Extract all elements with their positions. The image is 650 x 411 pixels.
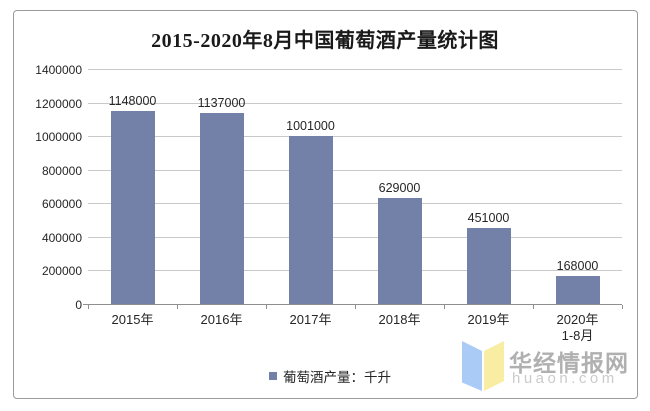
open-book-logo-icon <box>462 341 504 391</box>
y-tick-label: 800000 <box>41 163 82 178</box>
bar <box>110 111 155 304</box>
x-tick-label: 2016年 <box>200 312 243 327</box>
x-axis-tick <box>177 305 178 309</box>
x-axis-tick <box>444 305 445 309</box>
x-axis-line <box>83 304 622 305</box>
x-tick-label: 2017年 <box>289 312 332 327</box>
bar-value-label: 1148000 <box>108 94 157 109</box>
bar-value-label: 1137000 <box>197 96 246 111</box>
watermark-domain: huaon.com <box>512 370 618 387</box>
bar-value-label: 629000 <box>378 181 421 196</box>
y-tick-label: 1000000 <box>35 130 82 145</box>
bar-value-label: 451000 <box>467 211 510 226</box>
watermark: 华经情报网 huaon.com <box>462 340 632 392</box>
x-tick-label: 2018年 <box>378 312 421 327</box>
x-tick-label: 2015年 <box>111 312 154 327</box>
x-axis-tick <box>266 305 267 309</box>
bar <box>199 113 244 304</box>
y-tick-label: 0 <box>75 298 82 312</box>
watermark-site-name: 华经情报网 <box>509 350 629 376</box>
y-tick-label: 1400000 <box>35 63 82 77</box>
x-axis-tick <box>355 305 356 309</box>
gridline <box>88 102 622 104</box>
gridline <box>88 169 622 171</box>
legend-marker-icon <box>269 372 277 380</box>
gridline <box>88 236 622 238</box>
bar <box>555 275 600 304</box>
chart-title: 2015-2020年8月中国葡萄酒产量统计图 <box>151 30 499 52</box>
x-axis: 2015年 2016年 2017年 2018年 2019年 2020年 1-8月 <box>88 312 622 348</box>
bar-value-label: 1001000 <box>286 118 335 133</box>
gridline <box>88 136 622 138</box>
gridline <box>88 270 622 272</box>
y-axis: 0 200000 400000 600000 800000 1000000 1200000 1… <box>16 63 82 312</box>
x-axis-tick <box>622 305 623 309</box>
y-tick-label: 600000 <box>41 197 82 212</box>
x-tick-label: 2019年 <box>467 312 510 327</box>
x-tick-label: 2020年 1-8月 <box>556 312 599 343</box>
x-axis-tick <box>533 305 534 309</box>
y-tick-label: 400000 <box>41 230 82 245</box>
bar <box>377 198 422 304</box>
legend: 葡萄酒产量：千升 <box>88 366 572 386</box>
bar-value-label: 168000 <box>556 258 599 273</box>
y-tick-label: 1200000 <box>35 96 82 111</box>
x-axis-tick <box>88 305 89 309</box>
bar <box>288 135 333 304</box>
plot-area: 1148000 1137000 1001000 629000 451000 168000 <box>83 69 623 309</box>
gridline <box>88 69 622 70</box>
bar <box>466 228 511 304</box>
legend-label: 葡萄酒产量：千升 <box>283 370 391 385</box>
gridline <box>88 203 622 205</box>
y-tick-label: 200000 <box>41 264 82 279</box>
